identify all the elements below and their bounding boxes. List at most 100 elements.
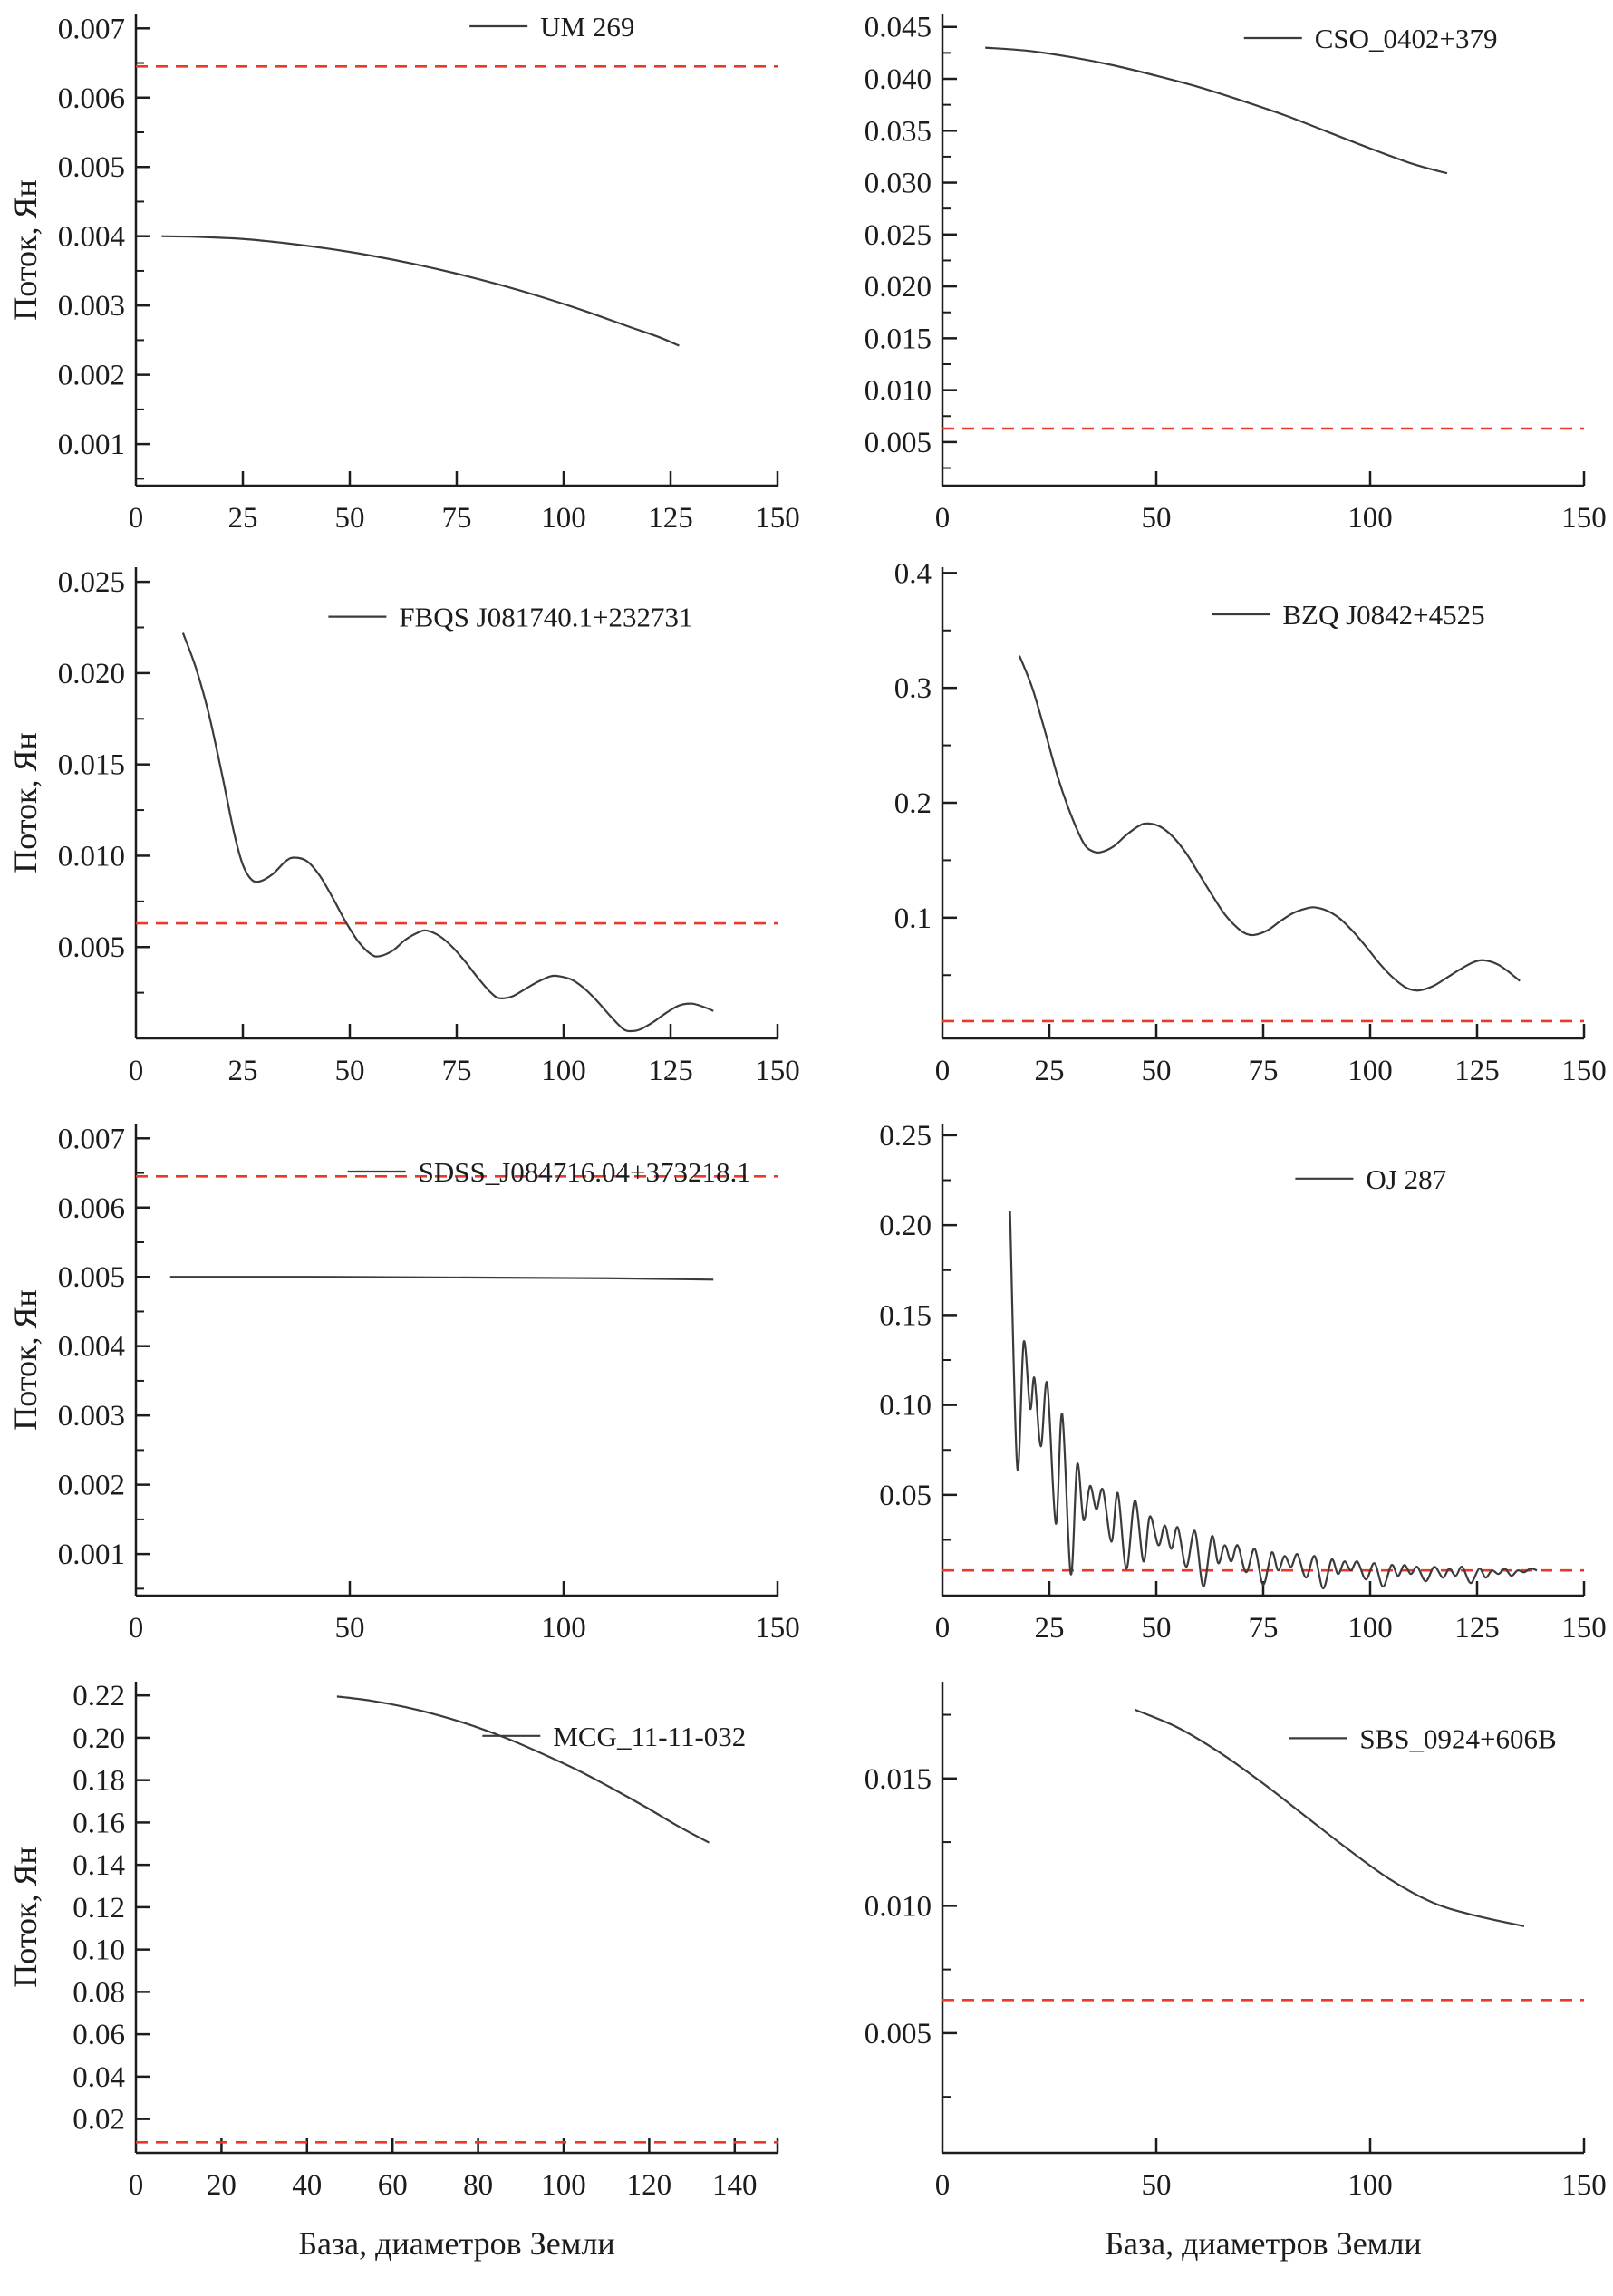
svg-text:75: 75 [442,502,472,535]
svg-text:60: 60 [378,2169,408,2202]
chart-svg-sdss-j084716: 0.001 0.002 0.003 0.004 0.005 0.006 0.007 0 50 10… [7,1123,800,1645]
svg-text:125: 125 [1454,1612,1500,1645]
svg-text:0.002: 0.002 [58,360,125,392]
svg-text:0.10: 0.10 [72,1934,125,1967]
svg-text:75: 75 [1249,1055,1279,1087]
svg-text:0.12: 0.12 [72,1892,125,1925]
svg-text:0.20: 0.20 [72,1722,125,1755]
svg-text:0: 0 [129,2169,144,2202]
chart-panel-cso-0402: 0.005 0.010 0.015 0.020 0.025 0.030 0.035 0.040… [806,0,1613,553]
svg-text:25: 25 [1035,1612,1065,1645]
svg-text:0.010: 0.010 [864,375,932,408]
svg-text:0.16: 0.16 [72,1807,125,1839]
chart-svg-cso-0402: 0.005 0.010 0.015 0.020 0.025 0.030 0.035 0.040… [864,12,1607,535]
svg-text:150: 150 [755,502,800,535]
svg-text:0.4: 0.4 [894,557,932,590]
chart-svg-mcg-11-11-032: 0.02 0.04 0.06 0.08 0.10 0.12 0.14 0.16 0.18 0.20… [7,1680,779,2262]
svg-text:150: 150 [755,1055,800,1087]
svg-text:100: 100 [541,1055,586,1087]
svg-text:50: 50 [335,1055,365,1087]
chart-panel-mcg-11-11-032: 0.02 0.04 0.06 0.08 0.10 0.12 0.14 0.16 0.18 0.20… [0,1667,806,2296]
svg-text:0.020: 0.020 [864,271,932,304]
svg-text:50: 50 [1142,502,1172,535]
svg-text:OJ 287: OJ 287 [1366,1163,1446,1195]
svg-text:0: 0 [129,1612,144,1645]
svg-text:0.003: 0.003 [58,290,125,323]
svg-text:0.005: 0.005 [864,2018,932,2050]
chart-panel-sdss-j084716: 0.001 0.002 0.003 0.004 0.005 0.006 0.007 0 50 10… [0,1110,806,1667]
svg-text:120: 120 [627,2169,672,2202]
svg-text:100: 100 [541,502,586,535]
svg-text:0.05: 0.05 [879,1480,932,1512]
svg-text:80: 80 [463,2169,493,2202]
svg-text:0.005: 0.005 [58,931,125,964]
svg-text:0: 0 [935,1612,951,1645]
svg-text:База, диаметров Земли: База, диаметров Земли [1105,2225,1421,2262]
svg-text:UM 269: UM 269 [540,11,634,43]
svg-text:0.010: 0.010 [864,1890,932,1923]
svg-text:0.10: 0.10 [879,1390,932,1423]
svg-text:50: 50 [335,1612,365,1645]
svg-text:0.04: 0.04 [72,2061,125,2094]
svg-text:25: 25 [228,502,258,535]
chart-panel-um-269: 0.001 0.002 0.003 0.004 0.005 0.006 0.007 0 25 50… [0,0,806,553]
svg-text:0.20: 0.20 [879,1210,932,1242]
svg-text:100: 100 [1347,2169,1393,2202]
svg-text:0.005: 0.005 [864,427,932,459]
svg-text:0.15: 0.15 [879,1299,932,1332]
svg-text:0.045: 0.045 [864,12,932,44]
chart-svg-fbqs-j081740: 0.005 0.010 0.015 0.020 0.025 0 25 50 75 100 125 15… [7,566,800,1087]
chart-svg-sbs-0924: 0.005 0.010 0.015 0 50 100 150 SBS_0924+606B Баз… [864,1682,1607,2262]
chart-svg-um-269: 0.001 0.002 0.003 0.004 0.005 0.006 0.007 0 25 50… [7,11,800,535]
svg-text:150: 150 [1561,2169,1607,2202]
svg-text:0.025: 0.025 [58,566,125,599]
chart-panel-fbqs-j081740: 0.005 0.010 0.015 0.020 0.025 0 25 50 75 100 125 15… [0,553,806,1110]
svg-text:75: 75 [1249,1612,1279,1645]
svg-text:0.007: 0.007 [58,1123,125,1155]
svg-text:0.040: 0.040 [864,63,932,96]
svg-text:SDSS_J084716.04+373218.1: SDSS_J084716.04+373218.1 [419,1156,751,1188]
svg-text:Поток, Ян: Поток, Ян [7,1289,43,1431]
svg-text:0.004: 0.004 [58,1331,125,1364]
svg-text:База, диаметров Земли: База, диаметров Земли [298,2225,614,2262]
svg-text:25: 25 [1035,1055,1065,1087]
svg-text:FBQS J081740.1+232731: FBQS J081740.1+232731 [399,602,692,633]
svg-text:0: 0 [129,1055,144,1087]
svg-text:150: 150 [755,1612,800,1645]
svg-text:125: 125 [648,1055,693,1087]
svg-text:0: 0 [935,2169,951,2202]
svg-text:125: 125 [648,502,693,535]
svg-text:0: 0 [935,1055,951,1087]
svg-text:0.035: 0.035 [864,115,932,148]
svg-text:140: 140 [712,2169,758,2202]
svg-text:100: 100 [1347,1055,1393,1087]
svg-text:150: 150 [1561,502,1607,535]
svg-text:0: 0 [935,502,951,535]
svg-text:0.22: 0.22 [72,1680,125,1712]
svg-text:100: 100 [541,2169,586,2202]
svg-text:MCG_11-11-032: MCG_11-11-032 [553,1721,746,1752]
svg-text:0.1: 0.1 [894,902,932,935]
svg-text:Поток, Ян: Поток, Ян [7,732,43,873]
svg-text:150: 150 [1561,1055,1607,1087]
svg-text:0.007: 0.007 [58,13,125,45]
chart-svg-oj-287: 0.05 0.10 0.15 0.20 0.25 0 25 50 75 100 125 150 OJ 2… [879,1120,1607,1645]
svg-text:0.2: 0.2 [894,787,932,820]
svg-text:0.18: 0.18 [72,1765,125,1798]
svg-text:SBS_0924+606B: SBS_0924+606B [1359,1722,1556,1754]
svg-text:0.006: 0.006 [58,1192,125,1225]
svg-text:0.08: 0.08 [72,1976,125,2009]
svg-text:50: 50 [1142,1612,1172,1645]
svg-text:0.015: 0.015 [864,323,932,355]
svg-text:40: 40 [292,2169,322,2202]
svg-text:0.025: 0.025 [864,219,932,252]
svg-text:0.010: 0.010 [58,840,125,873]
chart-panel-bzq-j0842: 0.1 0.2 0.3 0.4 0 25 50 75 100 125 150 BZQ J0842+45… [806,553,1613,1110]
svg-text:0.004: 0.004 [58,221,125,254]
svg-text:100: 100 [1347,502,1393,535]
svg-text:0.005: 0.005 [58,1261,125,1294]
svg-text:0.06: 0.06 [72,2019,125,2051]
svg-text:0.001: 0.001 [58,1539,125,1571]
svg-text:0.02: 0.02 [72,2104,125,2137]
